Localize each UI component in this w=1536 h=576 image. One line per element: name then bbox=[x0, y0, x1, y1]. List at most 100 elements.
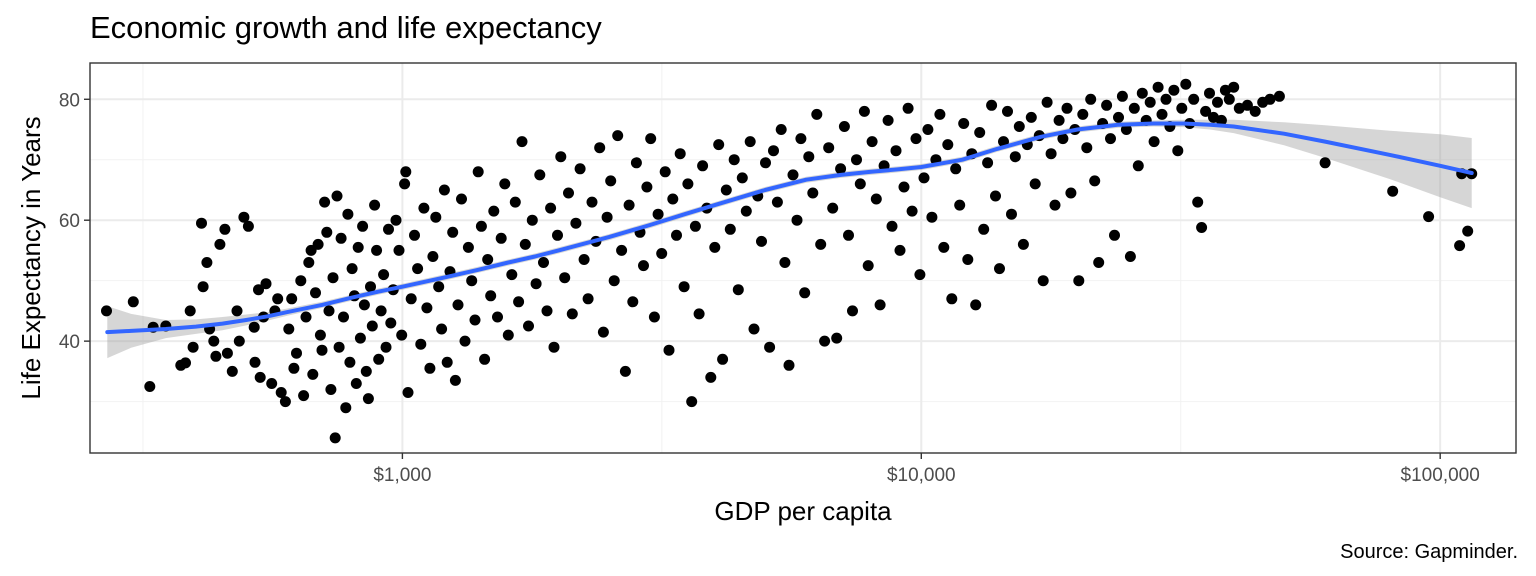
data-point bbox=[323, 305, 335, 317]
data-point bbox=[447, 226, 459, 238]
data-point bbox=[886, 220, 898, 232]
data-point bbox=[506, 269, 518, 281]
data-point bbox=[1049, 199, 1061, 211]
data-point bbox=[1223, 93, 1235, 105]
data-point bbox=[300, 311, 312, 323]
data-point bbox=[847, 305, 858, 317]
data-point bbox=[713, 139, 725, 151]
data-point bbox=[1041, 96, 1053, 108]
x-tick-label: $100,000 bbox=[1401, 465, 1480, 486]
data-point bbox=[894, 244, 906, 256]
data-point bbox=[399, 178, 411, 190]
data-point bbox=[548, 341, 560, 353]
data-point bbox=[1387, 185, 1399, 197]
data-point bbox=[462, 241, 474, 253]
data-point bbox=[563, 187, 574, 199]
data-point bbox=[303, 257, 315, 268]
data-point bbox=[851, 154, 862, 166]
data-point bbox=[196, 217, 207, 229]
data-point bbox=[354, 332, 366, 344]
y-tick-label: 40 bbox=[59, 332, 80, 353]
data-point bbox=[926, 211, 938, 223]
data-point bbox=[254, 371, 266, 383]
data-point bbox=[574, 163, 586, 175]
data-point bbox=[433, 281, 445, 293]
data-point bbox=[291, 347, 302, 359]
data-point bbox=[748, 323, 760, 335]
data-point bbox=[686, 396, 698, 408]
data-point bbox=[523, 320, 534, 332]
data-point bbox=[1188, 93, 1200, 105]
data-point bbox=[799, 287, 811, 299]
smooth-trend-line bbox=[105, 121, 1474, 335]
data-point bbox=[373, 353, 385, 365]
data-point bbox=[693, 308, 705, 320]
data-point bbox=[597, 326, 609, 338]
data-point bbox=[275, 387, 287, 398]
data-point bbox=[1172, 145, 1184, 157]
data-point bbox=[744, 136, 756, 148]
data-point bbox=[862, 260, 874, 272]
data-point bbox=[756, 235, 767, 247]
data-point bbox=[101, 305, 112, 317]
data-point bbox=[619, 365, 631, 377]
data-point bbox=[578, 254, 590, 265]
data-point bbox=[1219, 84, 1231, 96]
data-point bbox=[623, 199, 635, 211]
data-point bbox=[369, 199, 381, 211]
data-point bbox=[1241, 99, 1253, 111]
data-point bbox=[298, 390, 310, 402]
data-point bbox=[870, 193, 882, 205]
data-point bbox=[709, 241, 721, 253]
data-point bbox=[823, 142, 835, 154]
data-point bbox=[488, 205, 500, 217]
data-point bbox=[248, 321, 260, 333]
data-point bbox=[375, 305, 387, 317]
data-point bbox=[424, 362, 436, 374]
data-point bbox=[671, 229, 682, 241]
data-point bbox=[402, 387, 414, 398]
data-point bbox=[641, 181, 653, 193]
data-point bbox=[538, 257, 549, 268]
data-point bbox=[1025, 111, 1037, 123]
data-point bbox=[890, 145, 902, 157]
data-point bbox=[910, 133, 922, 145]
data-point bbox=[898, 181, 910, 193]
data-point bbox=[1128, 102, 1140, 114]
data-point bbox=[214, 238, 226, 250]
data-point bbox=[1196, 222, 1208, 233]
data-point bbox=[882, 114, 894, 126]
data-point bbox=[795, 133, 807, 145]
y-tick-label: 60 bbox=[59, 211, 80, 232]
data-point bbox=[1077, 108, 1089, 120]
data-point bbox=[516, 136, 528, 148]
data-point bbox=[1204, 87, 1215, 99]
data-point bbox=[1045, 148, 1057, 160]
data-point bbox=[144, 381, 156, 392]
data-point bbox=[342, 208, 354, 220]
data-point bbox=[346, 263, 358, 275]
data-point bbox=[509, 196, 521, 208]
data-point bbox=[1144, 96, 1156, 108]
data-point bbox=[1053, 114, 1065, 126]
data-point bbox=[393, 244, 405, 256]
data-point bbox=[242, 220, 254, 232]
data-point bbox=[1017, 238, 1029, 250]
data-point bbox=[601, 211, 613, 223]
data-point bbox=[459, 335, 471, 347]
data-point bbox=[958, 118, 970, 129]
data-point bbox=[1105, 133, 1116, 145]
data-point bbox=[449, 374, 461, 386]
data-point bbox=[630, 157, 642, 169]
data-point bbox=[201, 257, 213, 268]
data-point bbox=[978, 223, 990, 235]
data-point bbox=[934, 108, 946, 120]
data-point bbox=[1462, 225, 1474, 237]
data-point bbox=[541, 305, 553, 317]
chart-title: Economic growth and life expectancy bbox=[90, 10, 602, 45]
data-point bbox=[390, 214, 402, 226]
data-point bbox=[184, 305, 196, 317]
data-point bbox=[466, 275, 478, 287]
data-point bbox=[1037, 275, 1049, 287]
data-point bbox=[720, 184, 732, 196]
